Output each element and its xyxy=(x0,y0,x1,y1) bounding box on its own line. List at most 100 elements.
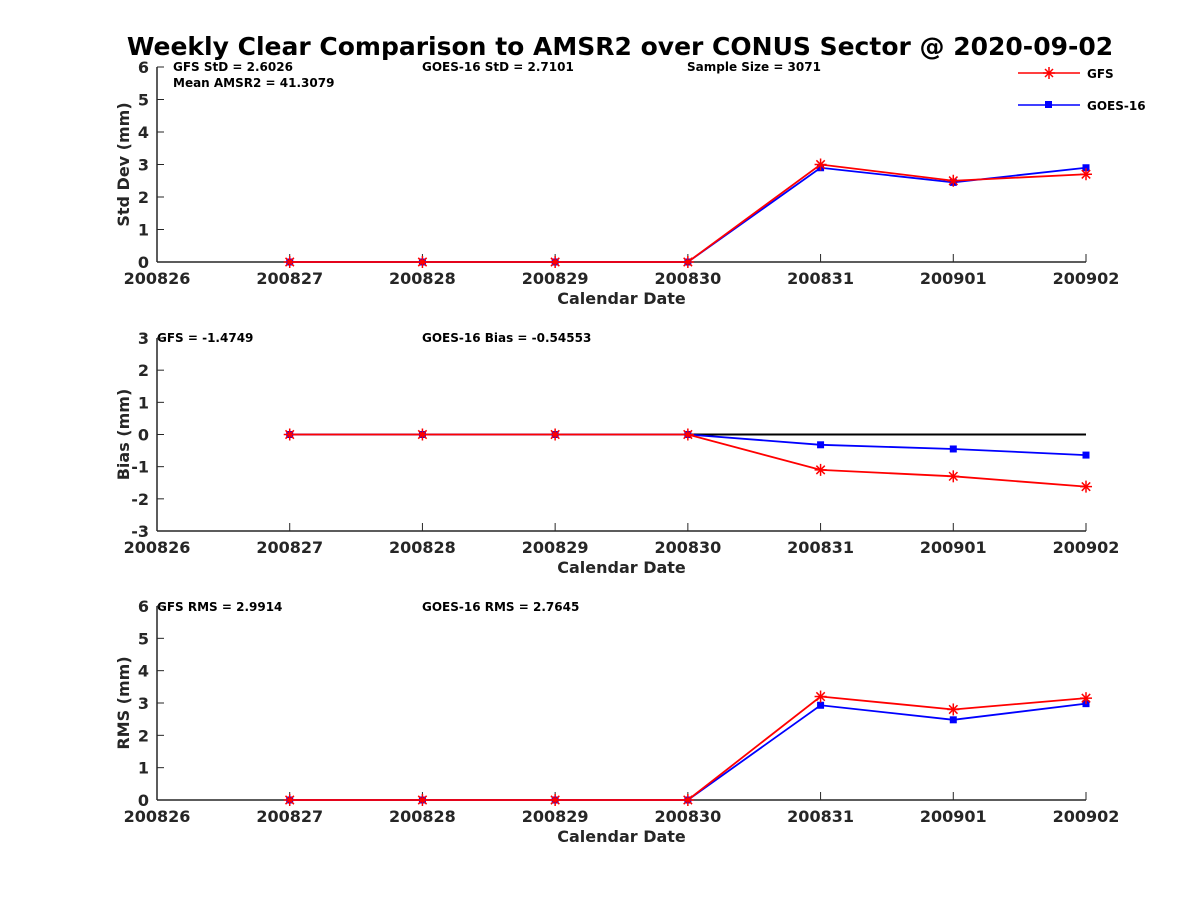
x-tick-label: 200830 xyxy=(654,807,721,826)
x-tick-label: 200901 xyxy=(920,269,987,288)
annotation-gfs-bias: GFS = -1.4749 xyxy=(157,331,253,345)
y-axis-label: RMS (mm) xyxy=(114,656,133,749)
annotation-sample-size: Sample Size = 3071 xyxy=(687,60,821,74)
legend-label-goes16: GOES-16 xyxy=(1087,99,1146,113)
y-tick-label: 1 xyxy=(138,759,149,778)
data-point-square xyxy=(817,701,825,709)
series-gfs xyxy=(283,428,1092,493)
x-tick-label: 200902 xyxy=(1053,538,1120,557)
data-point-asterisk xyxy=(549,256,562,268)
y-tick-label: 1 xyxy=(138,393,149,412)
data-point-asterisk xyxy=(283,256,296,268)
y-tick-label: -1 xyxy=(131,458,149,477)
data-point-square xyxy=(1082,451,1090,459)
panel-2: -3 -2 -1 0 1 2 3 200826 200827 200828 200829 200830… xyxy=(114,329,1119,577)
x-tick-label: 200831 xyxy=(787,538,854,557)
x-tick-label: 200902 xyxy=(1053,269,1120,288)
x-tick-label: 200827 xyxy=(256,269,323,288)
data-point-square xyxy=(949,716,957,724)
legend-gfs-marker-icon xyxy=(1043,67,1055,79)
data-point-asterisk xyxy=(681,428,694,441)
x-tick-label: 200831 xyxy=(787,269,854,288)
y-tick-label: 0 xyxy=(138,791,149,810)
data-point-square xyxy=(817,441,825,449)
y-axis-label: Std Dev (mm) xyxy=(114,102,133,226)
annotation-mean-amsr2: Mean AMSR2 = 41.3079 xyxy=(173,76,334,90)
x-axis-label: Calendar Date xyxy=(557,289,686,308)
y-tick-label: 1 xyxy=(138,221,149,240)
y-tick-label: 5 xyxy=(138,629,149,648)
annotation-gfs-rms: GFS RMS = 2.9914 xyxy=(157,600,282,614)
annotation-goes16-std: GOES-16 StD = 2.7101 xyxy=(422,60,574,74)
data-point-asterisk xyxy=(549,428,562,441)
y-axis-label: Bias (mm) xyxy=(114,389,133,481)
data-point-asterisk xyxy=(549,794,562,806)
data-point-asterisk xyxy=(1080,168,1092,181)
y-tick-label: 2 xyxy=(138,361,149,380)
y-tick-label: 4 xyxy=(138,662,149,681)
y-tick-label: 3 xyxy=(138,156,149,175)
data-point-asterisk xyxy=(947,174,960,187)
data-point-asterisk xyxy=(1080,480,1092,493)
data-point-asterisk xyxy=(681,794,694,806)
x-axis-label: Calendar Date xyxy=(557,558,686,577)
x-tick-label: 200830 xyxy=(654,269,721,288)
y-tick-label: 3 xyxy=(138,694,149,713)
data-point-asterisk xyxy=(416,428,429,441)
data-point-asterisk xyxy=(416,256,429,268)
data-point-asterisk xyxy=(947,703,960,716)
data-point-square xyxy=(949,445,957,453)
y-tick-label: 6 xyxy=(138,597,149,616)
annotation-goes16-rms: GOES-16 RMS = 2.7645 xyxy=(422,600,579,614)
y-tick-label: 3 xyxy=(138,329,149,348)
x-tick-label: 200830 xyxy=(654,538,721,557)
annotation-goes16-bias: GOES-16 Bias = -0.54553 xyxy=(422,331,591,345)
x-tick-label: 200828 xyxy=(389,269,456,288)
data-point-asterisk xyxy=(416,794,429,806)
panel-1: 0 1 2 3 4 5 6 200826 200827 200828 200829 200830 200… xyxy=(114,58,1119,308)
y-tick-label: -2 xyxy=(131,490,149,509)
x-tick-label: 200831 xyxy=(787,807,854,826)
x-tick-label: 200829 xyxy=(522,269,589,288)
data-point-asterisk xyxy=(814,690,827,703)
x-tick-label: 200826 xyxy=(124,807,191,826)
y-tick-label: 0 xyxy=(138,426,149,445)
x-tick-label: 200828 xyxy=(389,807,456,826)
data-point-asterisk xyxy=(283,794,296,806)
data-point-square xyxy=(1082,164,1090,172)
x-axis-label: Calendar Date xyxy=(557,827,686,846)
y-tick-label: 0 xyxy=(138,253,149,272)
x-tick-label: 200827 xyxy=(256,538,323,557)
y-tick-label: 2 xyxy=(138,188,149,207)
x-tick-label: 200826 xyxy=(124,269,191,288)
legend: GFS GOES-16 xyxy=(1018,67,1146,113)
data-point-asterisk xyxy=(814,158,827,171)
x-tick-label: 200901 xyxy=(920,538,987,557)
x-tick-label: 200828 xyxy=(389,538,456,557)
series-gfs xyxy=(283,690,1092,806)
y-tick-label: 4 xyxy=(138,123,149,142)
x-tick-label: 200829 xyxy=(522,538,589,557)
data-point-asterisk xyxy=(947,470,960,483)
y-tick-label: 2 xyxy=(138,726,149,745)
x-tick-label: 200826 xyxy=(124,538,191,557)
annotation-gfs-std: GFS StD = 2.6026 xyxy=(173,60,293,74)
legend-label-gfs: GFS xyxy=(1087,67,1114,81)
y-tick-label: -3 xyxy=(131,522,149,541)
data-point-asterisk xyxy=(681,256,694,268)
x-tick-label: 200827 xyxy=(256,807,323,826)
y-tick-label: 6 xyxy=(138,58,149,77)
data-point-asterisk xyxy=(283,428,296,441)
data-point-asterisk xyxy=(1080,692,1092,705)
series-gfs xyxy=(283,158,1092,268)
panel-3: 0 1 2 3 4 5 6 200826 200827 200828 200829 200830 200… xyxy=(114,597,1119,846)
legend-goes16-marker-icon xyxy=(1045,101,1052,108)
x-tick-label: 200901 xyxy=(920,807,987,826)
y-tick-label: 5 xyxy=(138,91,149,110)
x-tick-label: 200829 xyxy=(522,807,589,826)
chart-title: Weekly Clear Comparison to AMSR2 over CO… xyxy=(127,32,1113,61)
x-tick-label: 200902 xyxy=(1053,807,1120,826)
